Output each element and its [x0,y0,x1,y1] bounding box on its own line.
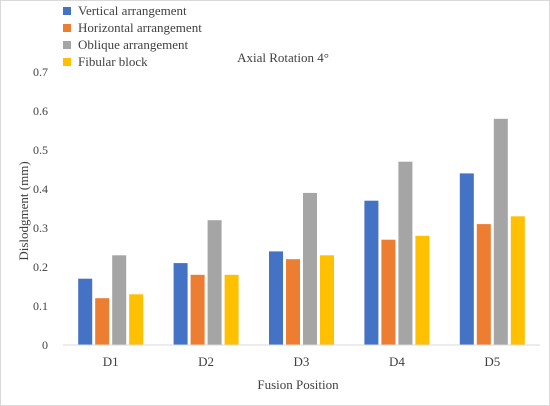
x-tick-label: D2 [198,354,214,369]
bar-vertical-d4 [364,200,379,345]
legend-swatch-oblique [63,40,71,49]
bar-oblique-d5 [493,118,508,345]
legend-swatch-vertical [63,6,71,15]
y-tick-label: 0.1 [33,299,48,313]
bar-oblique-d3 [303,192,317,345]
bar-vertical-d1 [78,278,93,345]
bar-horizontal-d1 [95,298,110,345]
y-tick-label: 0.3 [33,221,48,235]
legend-item-vertical: Vertical arrangement [63,2,202,19]
legend-label-fibular: Fibular block [78,53,148,69]
bar-horizontal-d4 [381,239,396,345]
bar-fibular-d4 [415,235,430,345]
y-tick-label: 0.7 [33,65,48,79]
legend-label-vertical: Vertical arrangement [78,2,187,18]
x-tick-label: D1 [103,354,119,369]
y-axis-label: Dislodgment (mm) [16,161,31,260]
chart-title: Axial Rotation 4° [237,50,329,65]
y-tick-label: 0.4 [33,182,48,196]
y-tick-labels: 0 0.1 0.2 0.3 0.4 0.5 0.6 0.7 [33,65,48,352]
bar-horizontal-d5 [476,224,491,345]
bar-fibular-d1 [129,294,144,345]
bar-horizontal-d3 [286,259,300,345]
bar-fibular-d5 [510,216,525,345]
x-axis-label: Fusion Position [257,377,339,392]
bar-fibular-d2 [224,274,239,345]
y-tick-label: 0.6 [33,104,48,118]
y-tick-label: 0.2 [33,260,48,274]
x-tick-label: D4 [389,354,405,369]
legend-swatch-fibular [63,57,71,66]
legend-item-oblique: Oblique arrangement [63,36,202,53]
bar-fibular-d3 [320,255,334,345]
bar-horizontal-d2 [190,274,205,345]
y-tick-label: 0 [42,338,48,352]
legend-item-horizontal: Horizontal arrangement [63,19,202,36]
x-tick-label: D3 [294,354,310,369]
bar-oblique-d2 [207,220,222,345]
bar-vertical-d3 [269,251,283,345]
legend-label-horizontal: Horizontal arrangement [78,19,202,35]
legend-swatch-horizontal [63,23,71,32]
y-tick-label: 0.5 [33,143,48,157]
bar-oblique-d4 [398,161,413,345]
bar-vertical-d2 [173,263,188,345]
legend-item-fibular: Fibular block [63,53,202,70]
bar-oblique-d1 [112,255,127,345]
legend-label-oblique: Oblique arrangement [78,36,189,52]
chart-legend: Vertical arrangement Horizontal arrangem… [63,2,202,70]
bars [78,118,525,345]
bar-vertical-d5 [459,173,474,345]
x-tick-labels: D1 D2 D3 D4 D5 [103,354,500,369]
x-tick-label: D5 [484,354,500,369]
